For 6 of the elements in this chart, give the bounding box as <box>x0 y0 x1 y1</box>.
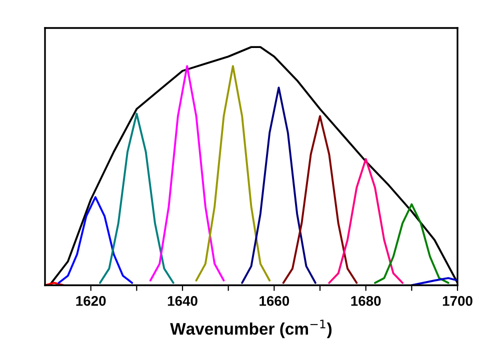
x-tick-label: 1680 <box>351 296 381 306</box>
x-tick-label: 1660 <box>260 296 290 306</box>
x-tick-label: 1620 <box>76 296 106 306</box>
x-axis-title: Wavenumber (cm$^{−1}$) <box>170 320 332 338</box>
x-tick-label: 1700 <box>442 296 472 306</box>
x-tick-label: 1640 <box>168 296 198 306</box>
